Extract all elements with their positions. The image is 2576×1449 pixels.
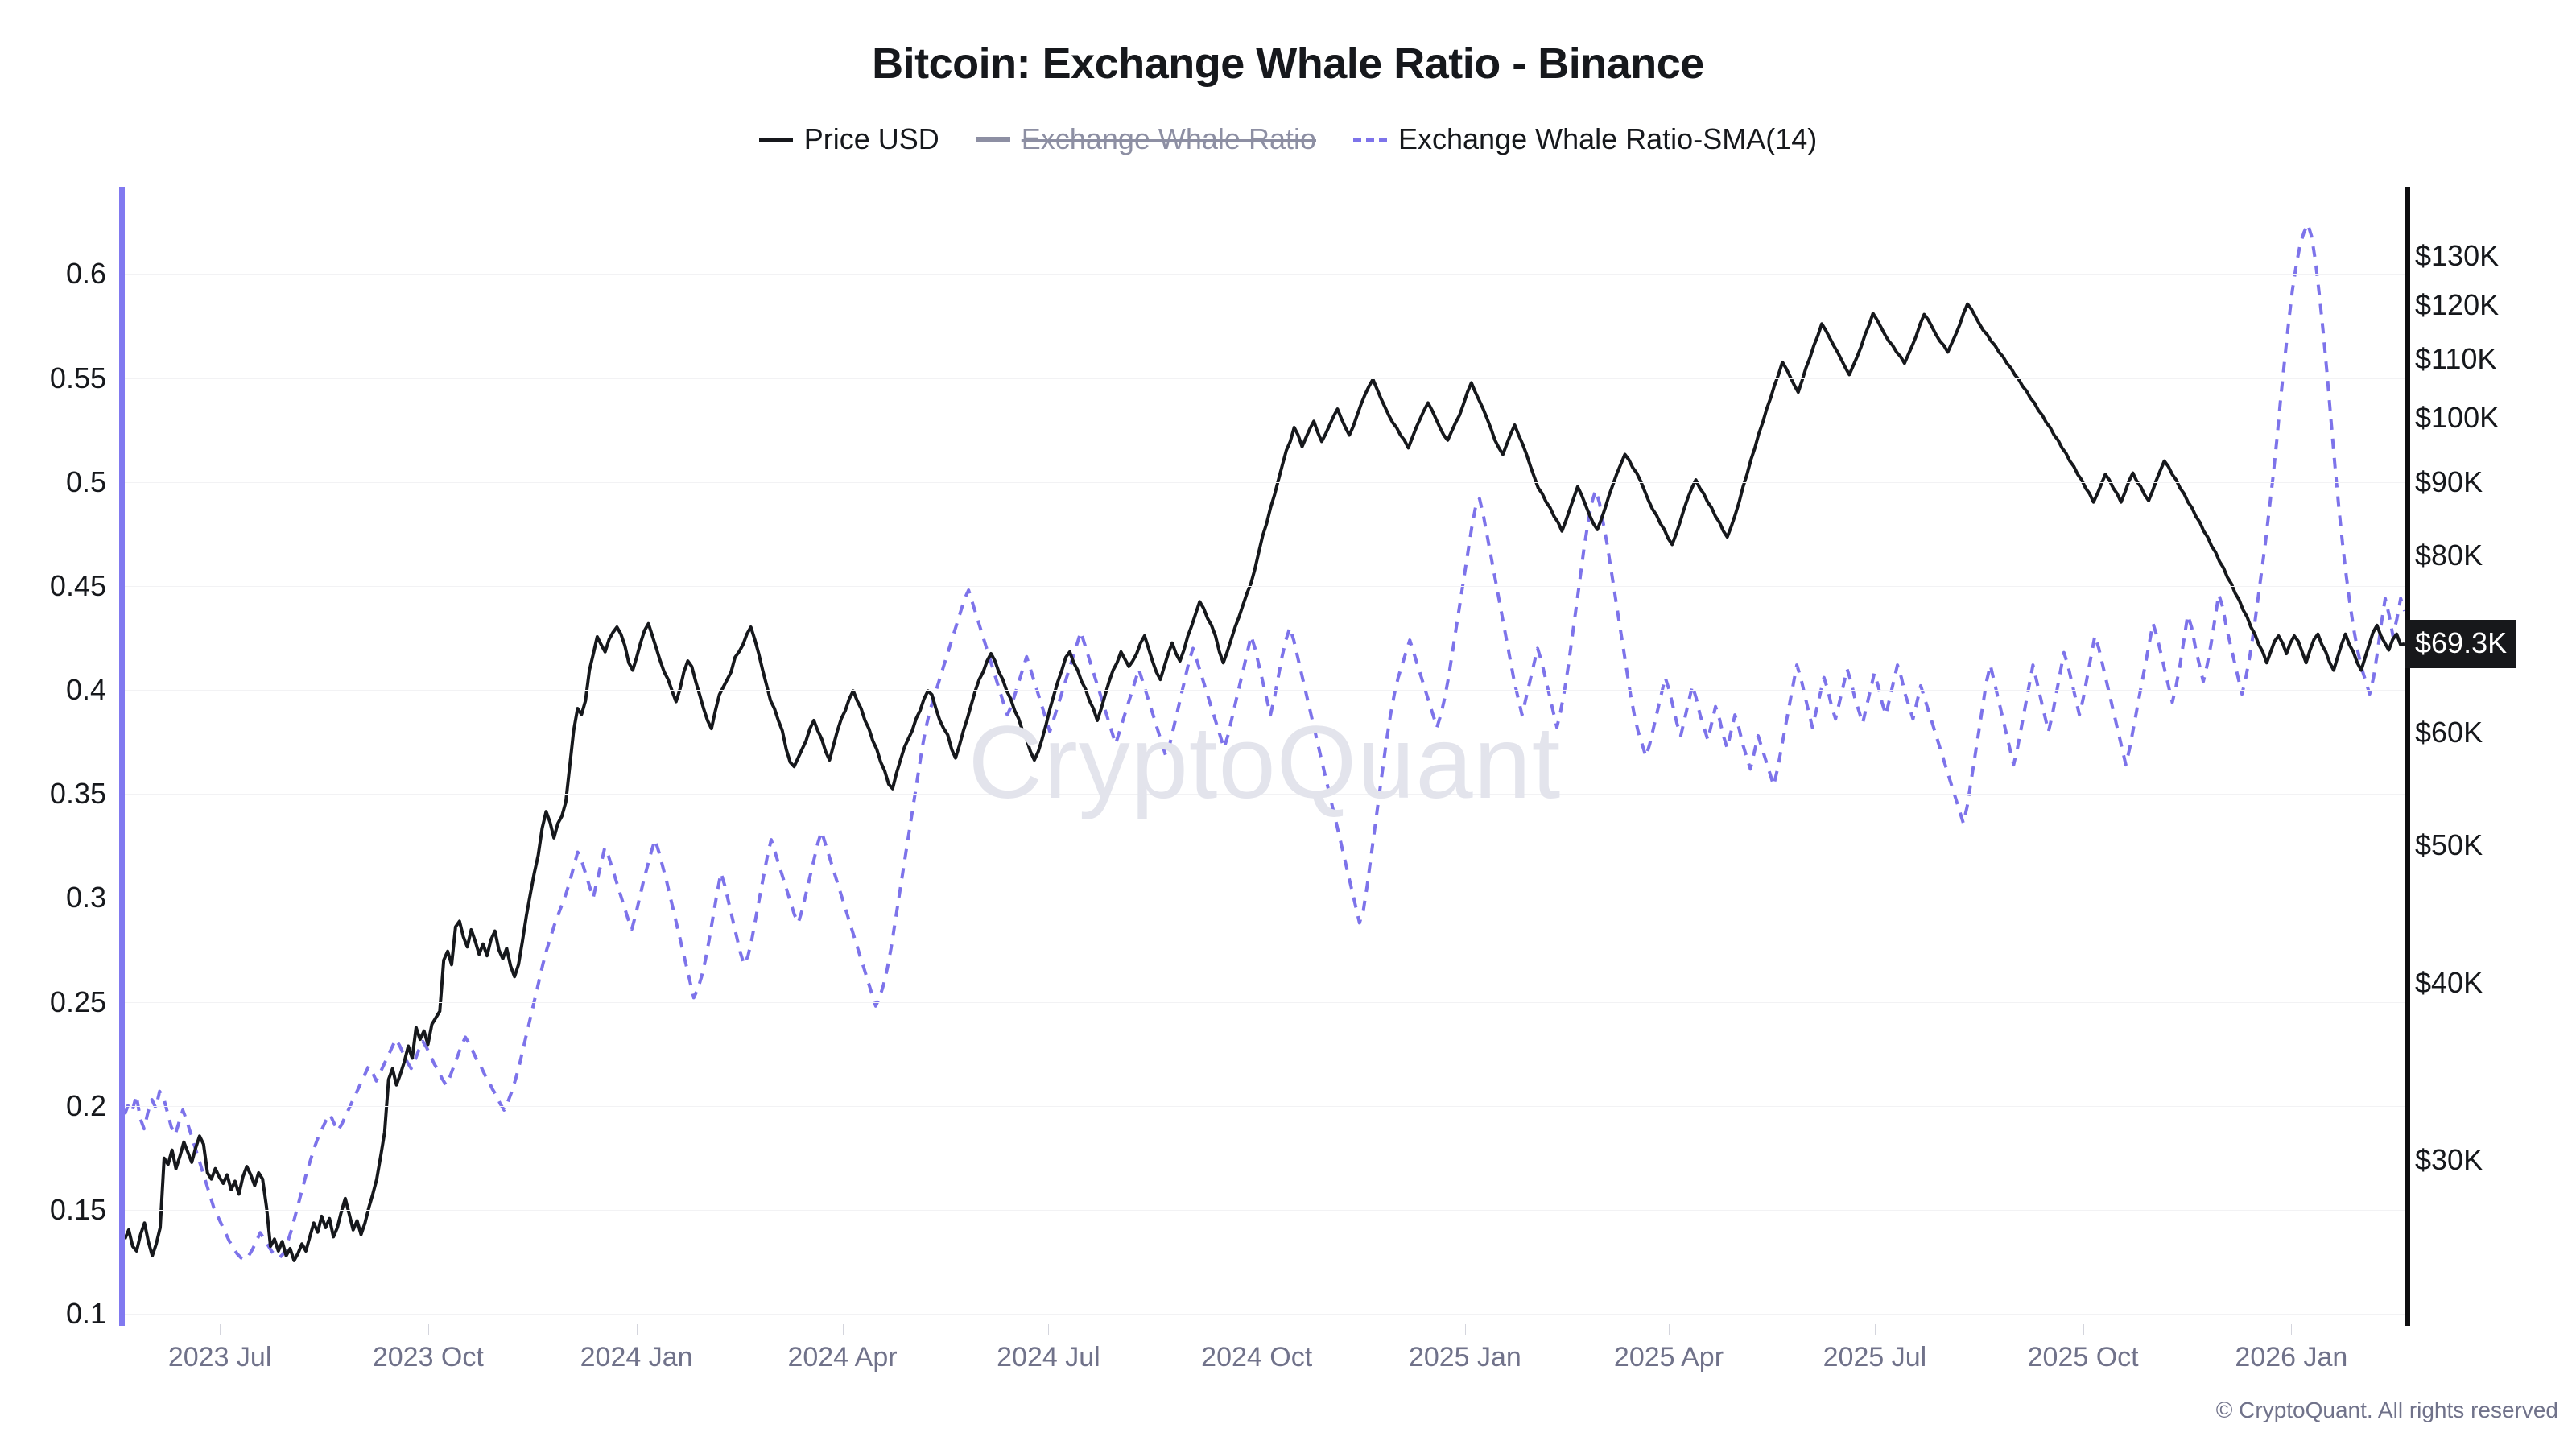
x-axis-tick-mark bbox=[220, 1324, 221, 1335]
y-axis-left-tick: 0.55 bbox=[49, 361, 106, 394]
legend-item-label: Exchange Whale Ratio-SMA(14) bbox=[1398, 122, 1818, 155]
y-axis-right-tick: $90K bbox=[2415, 465, 2483, 499]
gridline bbox=[125, 586, 2405, 587]
gridline bbox=[125, 690, 2405, 691]
y-axis-left-tick: 0.15 bbox=[49, 1192, 106, 1226]
chart-series-svg bbox=[125, 222, 2405, 1262]
legend-item-exchange-whale-ratio-sma[interactable]: Exchange Whale Ratio-SMA(14) bbox=[1353, 122, 1817, 156]
legend-swatch-dashed-line-icon bbox=[1353, 137, 1387, 142]
gridline bbox=[125, 482, 2405, 483]
x-axis-tick-mark bbox=[427, 1324, 429, 1335]
y-axis-right-tick: $120K bbox=[2415, 288, 2500, 321]
chart-legend: Price USD Exchange Whale Ratio Exchange … bbox=[0, 122, 2576, 156]
x-axis-tick-mark bbox=[1048, 1324, 1050, 1335]
x-axis-tick-mark bbox=[1464, 1324, 1466, 1335]
legend-swatch-line-icon bbox=[976, 136, 1010, 142]
x-axis-tick-label: 2025 Apr bbox=[1613, 1342, 1724, 1373]
x-axis-tick-label: 2023 Jul bbox=[167, 1342, 272, 1373]
y-axis-left-tick: 0.35 bbox=[49, 777, 106, 811]
y-axis-right-tick: $130K bbox=[2415, 238, 2500, 272]
y-axis-left-tick: 0.5 bbox=[65, 464, 106, 498]
axis-left-spine bbox=[119, 187, 125, 1326]
y-axis-right-tick: $50K bbox=[2415, 828, 2483, 861]
x-axis-tick-label: 2024 Jan bbox=[580, 1342, 693, 1373]
axis-right-spine bbox=[2405, 187, 2410, 1326]
y-axis-left-tick: 0.6 bbox=[65, 257, 106, 291]
x-axis-tick-mark bbox=[842, 1324, 844, 1335]
x-axis-tick-label: 2025 Jul bbox=[1823, 1342, 1927, 1373]
series-line-exchange-whale-ratio-sma bbox=[125, 222, 2405, 1261]
x-axis-tick-label: 2026 Jan bbox=[2235, 1342, 2348, 1373]
x-axis: 2023 Jul 2023 Oct 2024 Jan 2024 Apr 2024 Jul… bbox=[125, 1324, 2405, 1381]
y-axis-left-tick: 0.25 bbox=[49, 985, 106, 1018]
gridline bbox=[125, 1106, 2405, 1107]
gridline bbox=[125, 794, 2405, 795]
gridline bbox=[125, 1210, 2405, 1211]
y-axis-left-tick: 0.2 bbox=[65, 1088, 106, 1122]
y-axis-left-tick: 0.4 bbox=[65, 673, 106, 707]
x-axis-tick-label: 2024 Apr bbox=[787, 1342, 898, 1373]
gridline bbox=[125, 1002, 2405, 1003]
page-title: Bitcoin: Exchange Whale Ratio - Binance bbox=[872, 39, 1704, 88]
x-axis-tick-mark bbox=[1668, 1324, 1670, 1335]
legend-item-exchange-whale-ratio[interactable]: Exchange Whale Ratio bbox=[976, 122, 1316, 156]
x-axis-tick-mark bbox=[636, 1324, 638, 1335]
y-axis-left-tick: 0.3 bbox=[65, 881, 106, 914]
x-axis-tick-label: 2023 Oct bbox=[372, 1342, 484, 1373]
legend-swatch-line-icon bbox=[758, 137, 793, 142]
x-axis-tick-label: 2024 Jul bbox=[997, 1342, 1100, 1373]
gridline bbox=[125, 1314, 2405, 1315]
x-axis-tick-mark bbox=[2083, 1324, 2084, 1335]
y-axis-left: 0.1 0.15 0.2 0.25 0.3 0.35 0.4 0.45 0.5 0.55 0.6 bbox=[0, 201, 113, 1330]
x-axis-tick-mark bbox=[2291, 1324, 2293, 1335]
status-badge: $69.3K bbox=[2405, 619, 2517, 668]
y-axis-right-tick: $80K bbox=[2415, 538, 2483, 572]
x-axis-tick-label: 2024 Oct bbox=[1201, 1342, 1313, 1373]
legend-item-label: Exchange Whale Ratio bbox=[1021, 122, 1316, 155]
legend-item-label: Price USD bbox=[803, 122, 939, 155]
x-axis-tick-label: 2025 Jan bbox=[1408, 1342, 1521, 1373]
y-axis-right-tick: $110K bbox=[2415, 341, 2497, 375]
chart-plot-frame: CryptoQuant bbox=[119, 187, 2410, 1326]
gridline bbox=[125, 274, 2405, 275]
series-line-price-usd bbox=[125, 302, 2405, 1262]
y-axis-right-tick: $60K bbox=[2415, 716, 2483, 749]
gridline bbox=[125, 378, 2405, 379]
y-axis-left-tick: 0.45 bbox=[49, 568, 106, 602]
legend-item-price-usd[interactable]: Price USD bbox=[758, 122, 939, 156]
x-axis-tick-label: 2025 Oct bbox=[2027, 1342, 2139, 1373]
y-axis-right-tick: $40K bbox=[2415, 965, 2483, 999]
y-axis-right-tick: $100K bbox=[2415, 400, 2500, 434]
y-axis-right-tick: $30K bbox=[2415, 1143, 2483, 1177]
chart-plot-area[interactable]: CryptoQuant bbox=[125, 201, 2405, 1324]
y-axis-left-tick: 0.1 bbox=[65, 1297, 106, 1331]
y-axis-right: $69.3K $30K $40K $50K $60K $80K $90K $100K $110… bbox=[2405, 201, 2576, 1324]
footer-credit: © CryptoQuant. All rights reserved bbox=[2215, 1397, 2558, 1422]
x-axis-tick-mark bbox=[1874, 1324, 1876, 1335]
